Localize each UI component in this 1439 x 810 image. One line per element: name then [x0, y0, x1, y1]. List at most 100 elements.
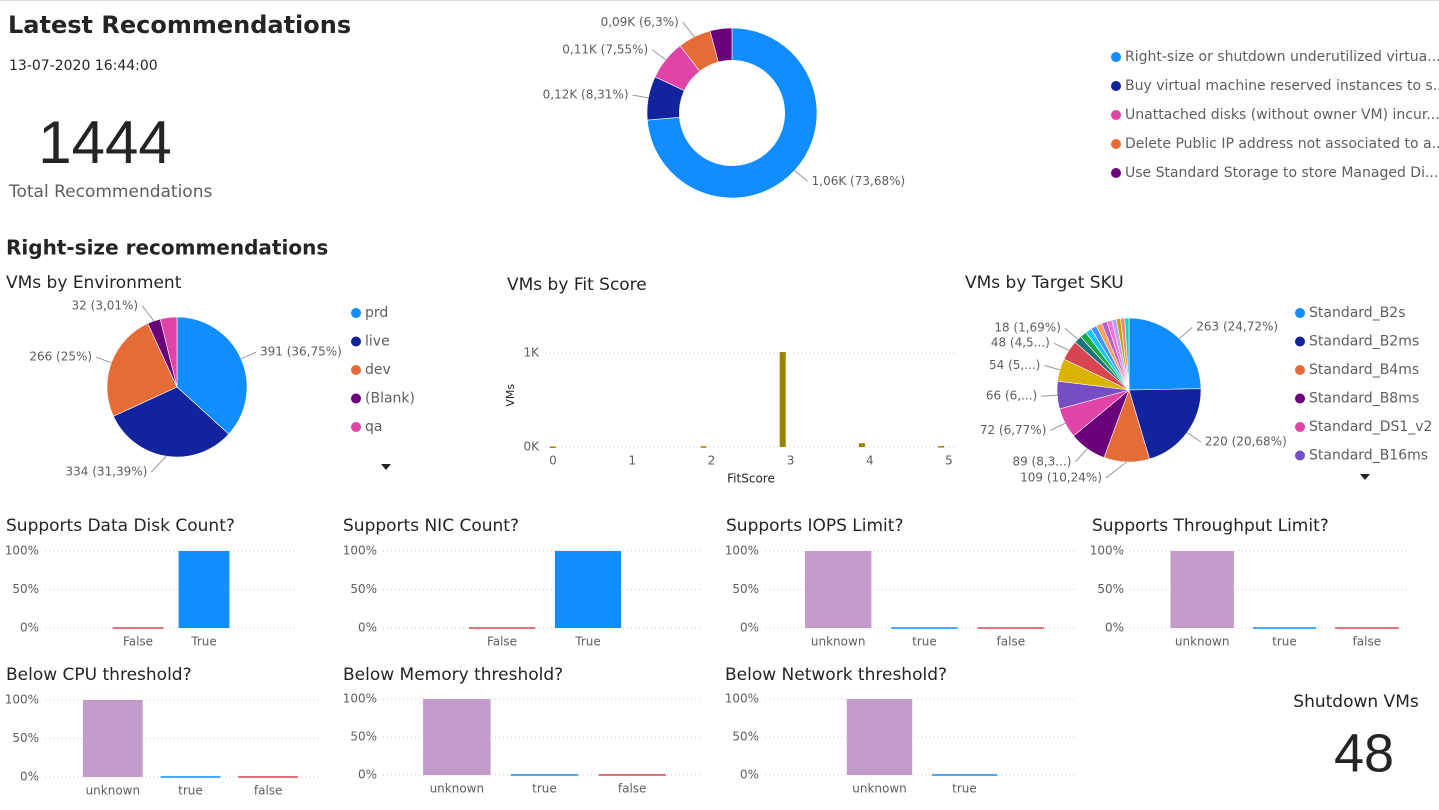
y-tick-label: 0% [20, 770, 39, 784]
data-label: 263 (24,72%) [1196, 320, 1278, 334]
bar [1335, 627, 1399, 629]
y-tick-label: 0% [20, 621, 39, 635]
data-label: 72 (6,77%) [980, 423, 1047, 437]
x-tick-label: 2 [708, 454, 716, 468]
y-tick-label: 50% [12, 731, 39, 745]
leader-line [240, 351, 257, 360]
legend-label: dev [365, 362, 391, 378]
x-axis-title: FitScore [727, 472, 775, 486]
legend-marker [351, 393, 361, 404]
x-tick-label: unknown [1175, 635, 1230, 649]
legend-label: Use Standard Storage to store Managed Di… [1125, 165, 1438, 181]
y-tick-label: 100% [725, 692, 759, 706]
legend-marker [1111, 52, 1121, 62]
x-tick-label: False [123, 635, 153, 649]
legend-label: (Blank) [365, 391, 415, 407]
legend-label: Unattached disks (without owner VM) incu… [1125, 107, 1439, 123]
chart-title: VMs by Environment [6, 273, 182, 293]
pie-slice [159, 316, 178, 388]
legend-marker [1295, 393, 1305, 404]
section-title: Right-size recommendations [6, 236, 328, 260]
legend-label: Standard_DS1_v2 [1309, 419, 1432, 435]
bar [891, 627, 958, 629]
leader-line [1041, 394, 1058, 397]
leader-line [1053, 342, 1070, 351]
bar [468, 627, 536, 629]
legend-marker [1295, 365, 1305, 375]
x-tick-label: 4 [866, 454, 874, 468]
x-tick-label: true [532, 782, 557, 796]
bar [858, 443, 865, 447]
x-tick-label: false [997, 635, 1026, 649]
legend-label: Buy virtual machine reserved instances t… [1125, 78, 1439, 94]
bar [938, 446, 945, 448]
legend-marker [1295, 450, 1305, 461]
bar [931, 774, 998, 776]
y-tick-label: 50% [350, 730, 377, 744]
legend-scroll[interactable] [1360, 474, 1370, 480]
data-label: 334 (31,39%) [66, 464, 148, 478]
pie-slice [646, 27, 818, 199]
pie-slice [1124, 317, 1130, 391]
leader-line [1050, 422, 1066, 431]
data-label: 391 (36,75%) [260, 345, 342, 359]
y-axis-title: VMs [504, 384, 517, 407]
leader-line [1179, 326, 1193, 340]
x-tick-label: true [1272, 635, 1297, 649]
legend-marker [1111, 168, 1121, 178]
legend-label: prd [365, 305, 388, 321]
x-tick-label: unknown [811, 635, 866, 649]
legend-label: Delete Public IP address not associated … [1125, 136, 1439, 152]
y-tick-label: 100% [5, 693, 39, 707]
leader-line [151, 455, 167, 473]
data-label: 48 (4,5...) [991, 336, 1050, 350]
card-value: 48 [1334, 723, 1394, 783]
leader-line [1064, 327, 1079, 340]
legend-marker [1111, 139, 1121, 149]
bar [779, 352, 786, 447]
y-tick-label: 50% [12, 582, 39, 596]
leader-line [141, 305, 155, 322]
x-tick-label: false [254, 784, 283, 798]
bar [977, 627, 1045, 629]
data-label: 66 (6,...) [986, 389, 1037, 403]
y-tick-label: 0K [523, 440, 540, 454]
leader-line [1105, 461, 1127, 479]
data-label: 0,09K (6,3%) [601, 15, 679, 29]
chart-title: VMs by Target SKU [965, 273, 1124, 293]
y-tick-label: 0% [740, 768, 759, 782]
bar [510, 774, 579, 776]
x-tick-label: 1 [628, 454, 636, 468]
bar [846, 699, 913, 775]
x-tick-label: True [190, 635, 217, 649]
timestamp: 13-07-2020 16:44:00 [9, 58, 158, 74]
y-tick-label: 50% [732, 582, 759, 596]
bar [82, 700, 143, 777]
legend-label: qa [365, 419, 382, 435]
legend-label: Standard_B4ms [1309, 362, 1419, 378]
x-tick-label: 0 [549, 454, 557, 468]
legend-marker [351, 336, 361, 347]
legend-label: live [365, 334, 390, 350]
chart-title: Supports NIC Count? [343, 516, 519, 536]
bar [550, 446, 556, 449]
legend-marker [1111, 81, 1121, 91]
y-tick-label: 0% [740, 621, 759, 635]
x-tick-label: false [618, 782, 647, 796]
pie-slice [709, 27, 733, 63]
legend-marker [1295, 336, 1305, 347]
legend-scroll[interactable] [381, 464, 391, 470]
chart-title: Below CPU threshold? [6, 665, 192, 685]
x-tick-label: True [574, 635, 601, 649]
y-tick-label: 100% [5, 544, 39, 558]
data-label: 0,11K (7,55%) [562, 42, 648, 56]
y-tick-label: 100% [343, 544, 377, 558]
bar [178, 551, 230, 628]
data-label: 0,12K (8,31%) [543, 88, 629, 102]
x-tick-label: true [952, 782, 977, 796]
chart-title: Supports Data Disk Count? [6, 516, 235, 536]
bar [238, 776, 299, 778]
bar [598, 774, 666, 776]
legend-label: Standard_B8ms [1309, 391, 1419, 407]
